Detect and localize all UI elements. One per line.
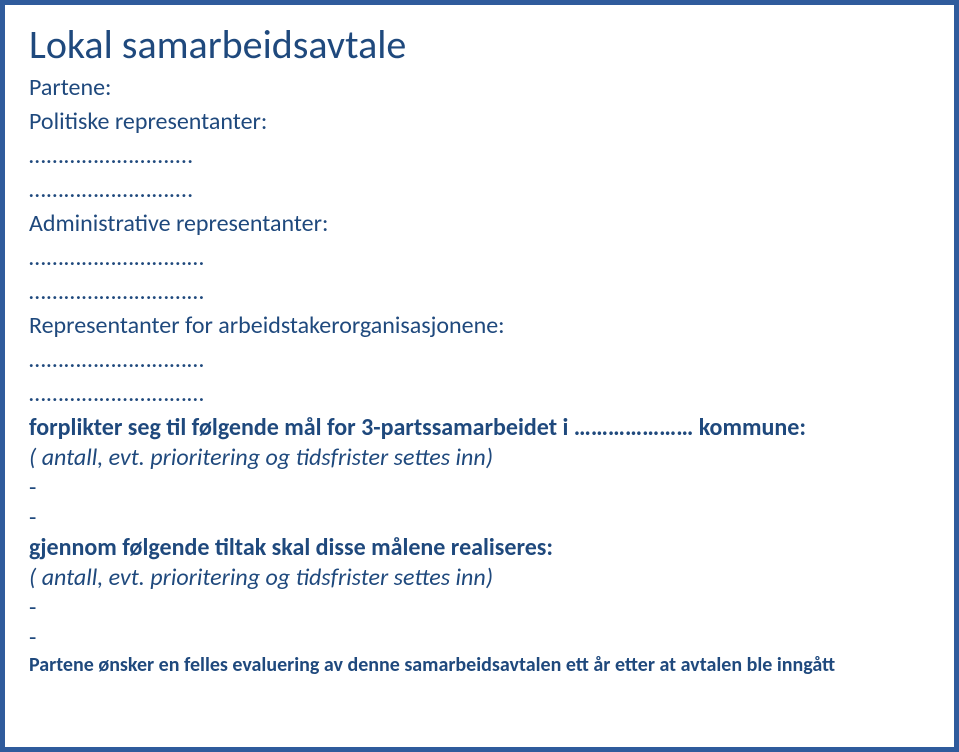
dash-2: - xyxy=(29,503,930,533)
section-arbeidstaker: Representanter for arbeidstakerorganisas… xyxy=(29,311,930,341)
dash-1: - xyxy=(29,473,930,503)
leader-admin-2: ………………………… xyxy=(29,277,930,307)
document-title: Lokal samarbeidsavtale xyxy=(29,23,930,67)
dash-3: - xyxy=(29,593,930,623)
section-partene: Partene: xyxy=(29,73,930,103)
leader-admin-1: ………………………… xyxy=(29,243,930,273)
antall-line-2: ( antall, evt. prioritering og tidsfrist… xyxy=(29,563,930,593)
dot-leader: ………………………. xyxy=(29,141,194,171)
antall-line-1: ( antall, evt. prioritering og tidsfrist… xyxy=(29,443,930,473)
dot-leader: ………………………… xyxy=(29,379,205,409)
document-frame: Lokal samarbeidsavtale Partene: Politisk… xyxy=(0,0,959,752)
gjennom-line: gjennom følgende tiltak skal disse målen… xyxy=(29,533,930,563)
leader-arb-2: ………………………… xyxy=(29,379,930,409)
leader-politiske: ………………………. xyxy=(29,141,930,171)
dot-leader: ………………………… xyxy=(29,277,205,307)
footer-line: Partene ønsker en felles evaluering av d… xyxy=(29,653,930,678)
dot-leader: ………………………. xyxy=(29,175,194,205)
section-admin: Administrative representanter: xyxy=(29,209,930,239)
leader-politiske-2: ………………………. xyxy=(29,175,930,205)
dash-4: - xyxy=(29,623,930,653)
dot-leader: ………………………… xyxy=(29,345,205,375)
dot-leader: ………………………… xyxy=(29,243,205,273)
forplikter-line: forplikter seg til følgende mål for 3-pa… xyxy=(29,413,930,443)
leader-arb-1: ………………………… xyxy=(29,345,930,375)
section-politiske: Politiske representanter: xyxy=(29,107,930,137)
